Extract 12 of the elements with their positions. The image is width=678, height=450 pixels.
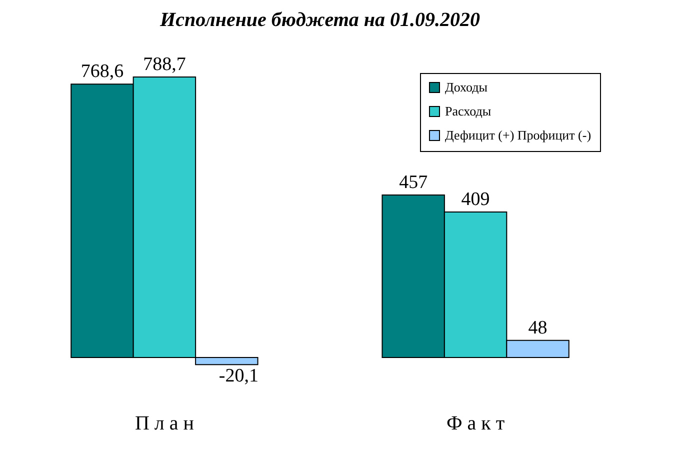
legend-label: Доходы <box>445 80 488 94</box>
legend-label: Дефицит (+) Профицит (-) <box>445 128 592 142</box>
data-label: 788,7 <box>143 54 186 76</box>
data-label: 768,6 <box>80 61 124 82</box>
data-label: -20,1 <box>218 366 258 387</box>
x-tick-label: П л а н <box>134 412 194 434</box>
legend-label: Расходы <box>445 104 492 118</box>
data-label: 48 <box>528 317 548 338</box>
chart-title: Исполнение бюджета на 01.09.2020 <box>159 9 480 32</box>
x-tick-label: Ф а к т <box>446 412 505 434</box>
data-label: 457 <box>399 172 428 193</box>
data-label: 409 <box>461 189 490 210</box>
